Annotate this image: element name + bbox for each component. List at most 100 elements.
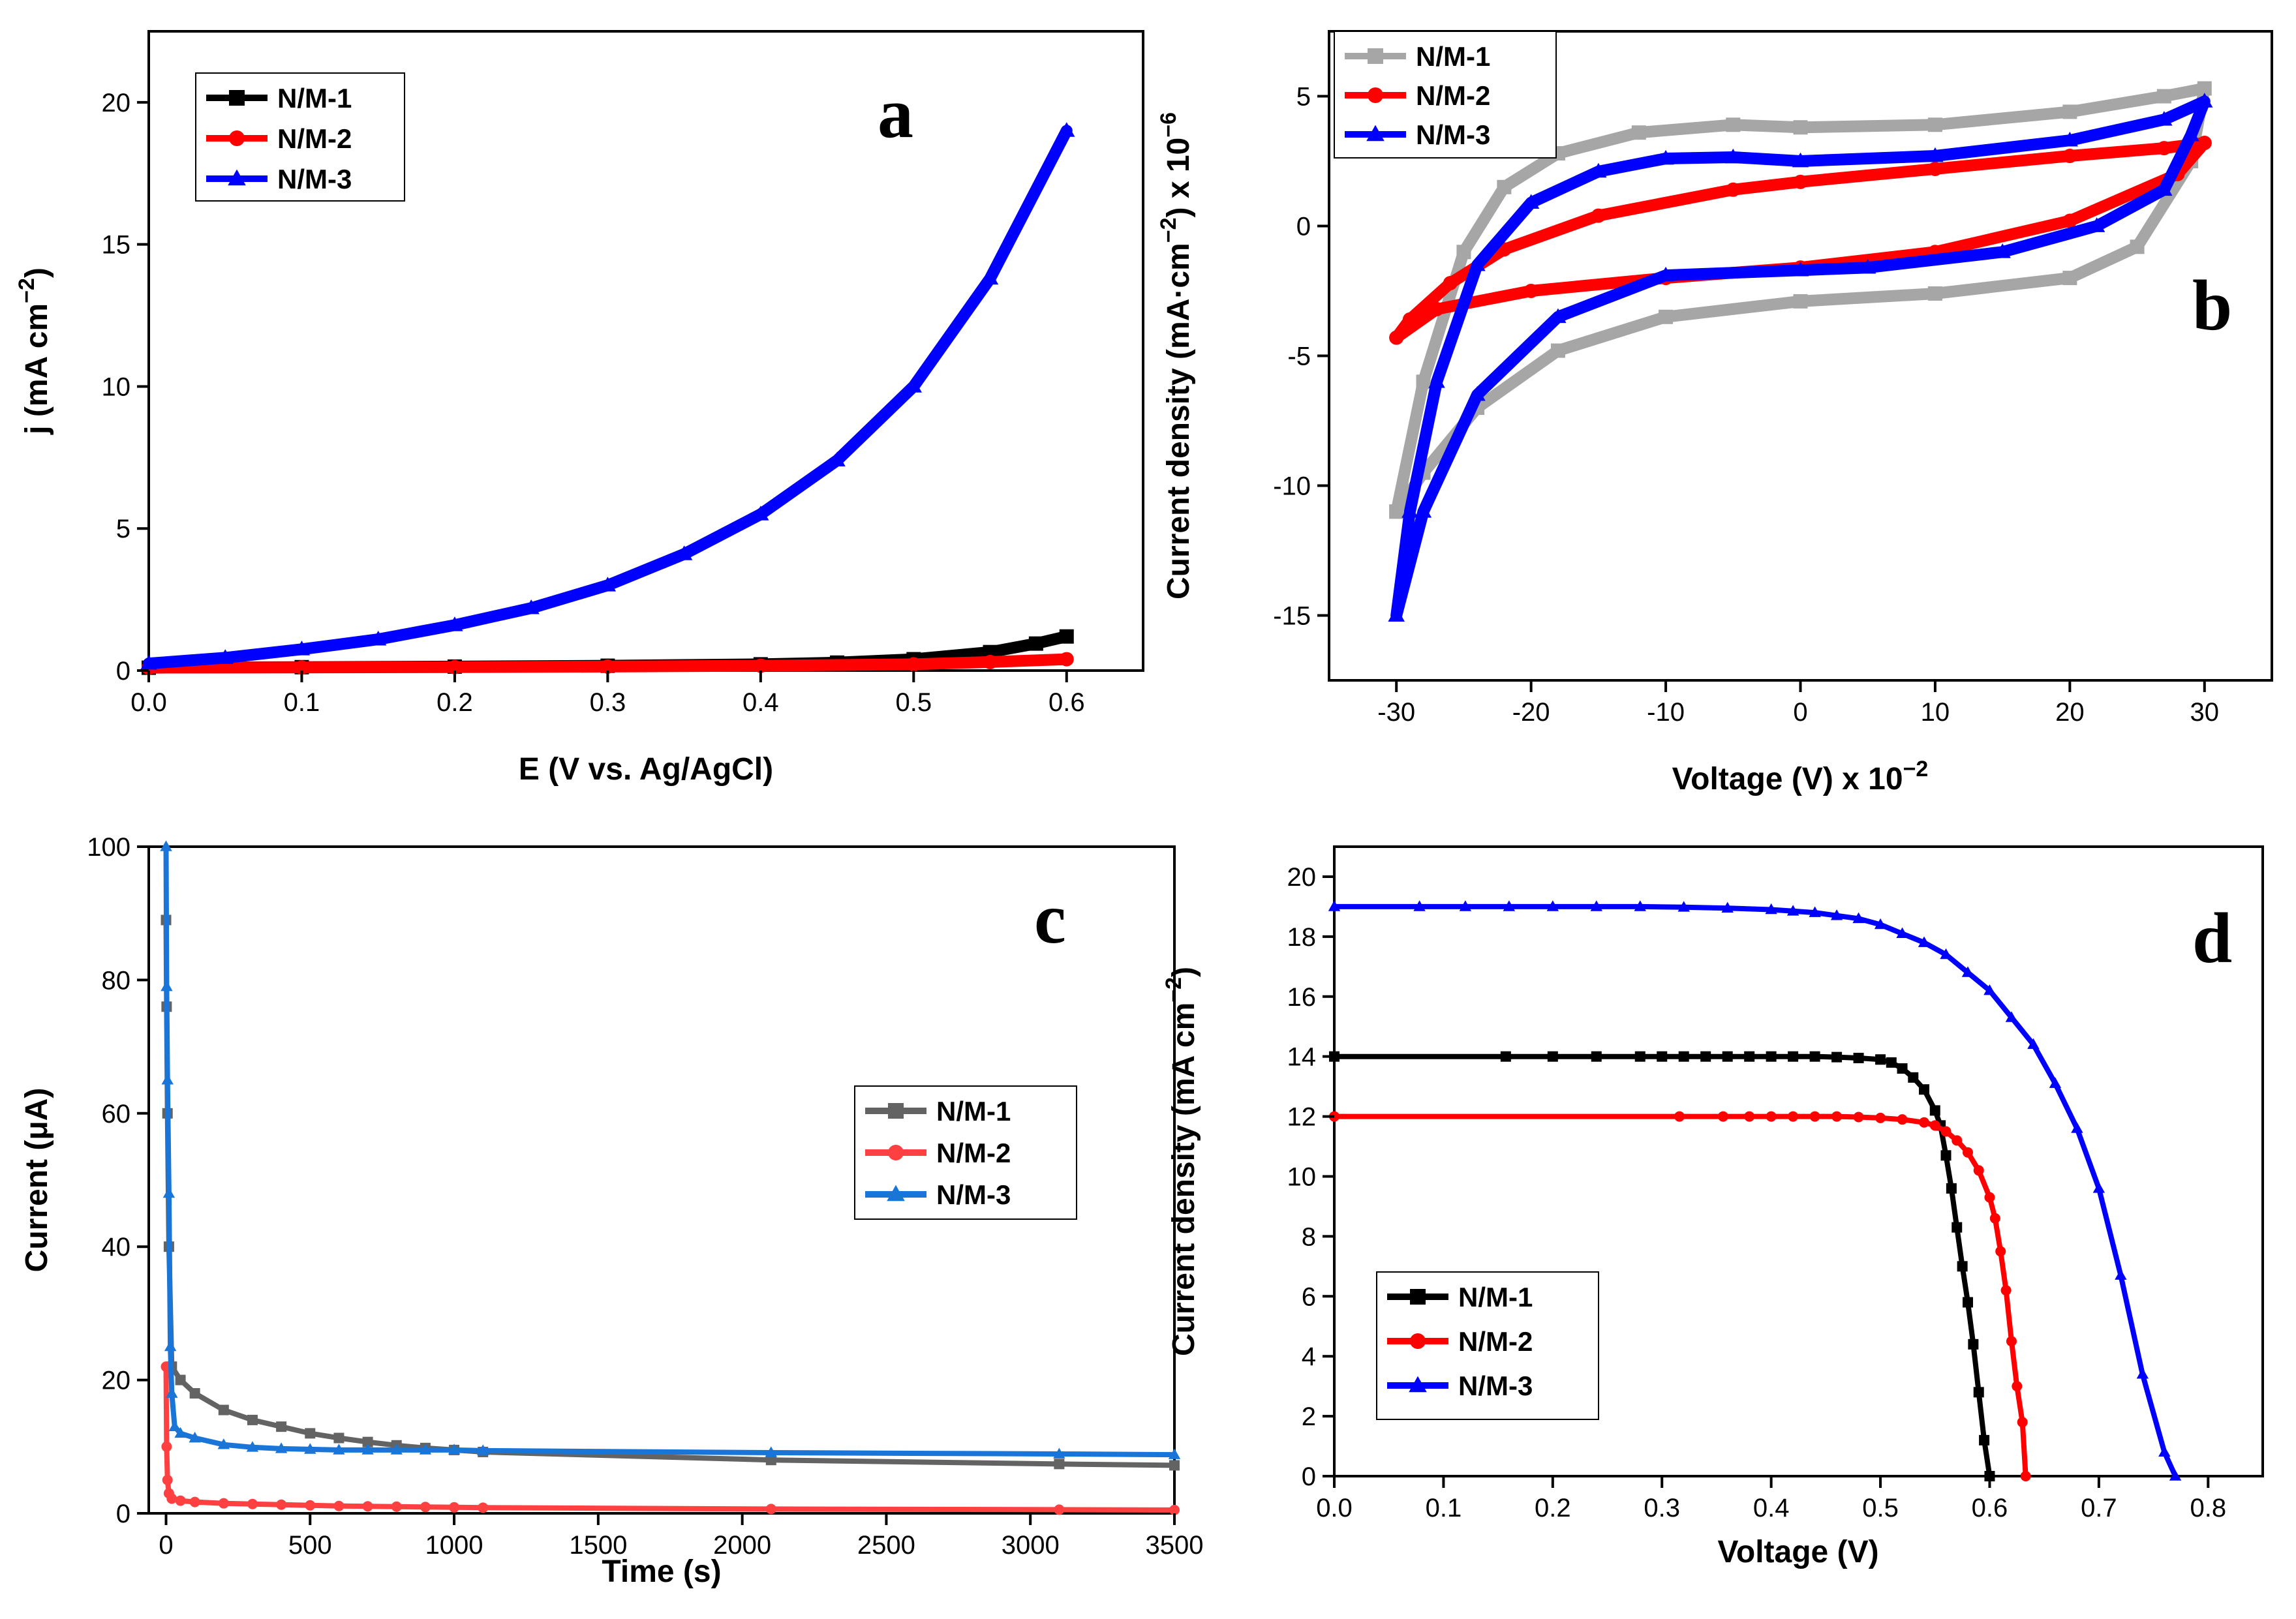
y-axis-label: j (mA cm−2)	[14, 267, 54, 435]
legend-label: N/M-3	[1458, 1370, 1533, 1401]
data-point	[1700, 1051, 1711, 1062]
x-tick-label: 0.4	[742, 688, 779, 717]
x-tick-label: 3000	[1002, 1531, 1060, 1560]
data-point	[447, 659, 462, 674]
data-point	[1919, 1084, 1930, 1095]
data-point	[1497, 179, 1512, 194]
data-point	[162, 1474, 173, 1485]
data-point	[362, 1501, 373, 1512]
x-tick-label: 0	[159, 1531, 173, 1560]
data-point	[2130, 239, 2145, 254]
y-tick-label: 10	[102, 372, 131, 401]
data-point	[1792, 152, 1809, 168]
series-n-m-3	[1328, 900, 2182, 1481]
x-tick-label: 3500	[1146, 1531, 1204, 1560]
data-point	[168, 1420, 181, 1431]
data-point	[333, 1432, 344, 1444]
data-point	[1853, 1112, 1864, 1123]
data-point	[1416, 374, 1431, 389]
legend-swatch-marker	[1368, 87, 1383, 103]
x-tick-label: 2000	[713, 1531, 771, 1560]
y-tick-label: 0	[1302, 1462, 1316, 1491]
data-point	[981, 269, 999, 285]
y-tick-label: 20	[102, 89, 131, 117]
data-point	[164, 1340, 177, 1352]
data-point	[1809, 1111, 1820, 1122]
data-point	[1634, 1051, 1645, 1062]
data-point	[1961, 966, 1974, 977]
data-point	[1591, 208, 1606, 223]
data-point	[1726, 182, 1741, 197]
data-point	[1522, 194, 1540, 209]
data-point	[275, 1442, 288, 1453]
legend-swatch-marker	[888, 1103, 904, 1119]
data-point	[1793, 174, 1808, 189]
data-point	[217, 1438, 230, 1449]
chart-panel-c: 0 500 1000 1500 2000 2500 3000 3500 0 20 40 60 80 100…	[20, 833, 1203, 1589]
y-tick-label: 2	[1302, 1402, 1316, 1431]
data-point	[1550, 308, 1567, 324]
data-point	[1428, 373, 1445, 388]
plot-frame	[1333, 845, 2264, 1477]
data-point	[1968, 1339, 1979, 1350]
x-tick-label: 0.6	[1049, 688, 1085, 717]
data-point	[1744, 1111, 1755, 1122]
data-point	[1717, 1111, 1728, 1122]
data-point	[1860, 258, 1876, 274]
series-n-m-3	[1388, 93, 2213, 622]
data-point	[1677, 901, 1690, 912]
data-point	[2062, 149, 2077, 164]
chart-panel-d: 0.0 0.1 0.2 0.3 0.4 0.5 0.6 0.7 0.8 0 2 4 6 8 10 12 14 16…	[1161, 845, 2264, 1569]
data-point	[1946, 1183, 1957, 1194]
data-point	[305, 1428, 316, 1439]
data-point	[1456, 245, 1471, 260]
data-point	[2012, 1381, 2023, 1392]
data-point	[1957, 1261, 1968, 1272]
x-axis-label: Voltage (V) x 10−2	[1672, 757, 1929, 796]
data-point	[1952, 1135, 1963, 1146]
x-tick-label: 500	[288, 1531, 332, 1560]
data-point	[477, 1444, 489, 1455]
x-tick-label: 0.8	[2190, 1494, 2226, 1522]
data-point	[174, 1427, 187, 1438]
data-point	[1994, 243, 2011, 258]
data-point	[765, 1446, 777, 1457]
data-point	[419, 1444, 432, 1455]
series-n-m-1	[1329, 1051, 1995, 1481]
data-point	[1979, 1434, 1990, 1445]
x-axis-label: Time (s)	[602, 1554, 721, 1589]
data-point	[2092, 1182, 2105, 1193]
y-axis-label: Current (μA)	[20, 1088, 54, 1273]
y-tick-label: 0	[1296, 213, 1311, 241]
data-point	[1058, 122, 1075, 137]
legend-swatch-marker	[229, 130, 245, 146]
legend-label: N/M-1	[277, 83, 352, 113]
data-point	[1389, 330, 1404, 345]
x-tick-label: 0.3	[1644, 1494, 1680, 1522]
data-point	[1054, 1504, 1065, 1515]
data-point	[1724, 148, 1741, 164]
data-point	[2071, 1122, 2083, 1133]
data-point	[1788, 1111, 1799, 1122]
y-tick-label: 20	[102, 1367, 131, 1395]
data-point	[361, 1444, 374, 1455]
data-point	[2061, 131, 2079, 147]
legend-swatch-marker	[1409, 1376, 1427, 1393]
y-tick-label: 20	[1287, 863, 1317, 892]
data-point	[390, 1444, 403, 1455]
data-point	[2156, 141, 2171, 156]
data-point	[1809, 906, 1821, 917]
data-point	[1852, 912, 1865, 924]
data-point	[1940, 1150, 1952, 1161]
data-point	[2020, 1471, 2031, 1481]
legend: N/M-1 N/M-2 N/M-3	[195, 72, 405, 202]
data-point	[166, 1493, 177, 1504]
data-point	[1500, 1051, 1511, 1062]
data-point	[599, 577, 617, 592]
y-tick-label: 40	[102, 1233, 131, 1262]
y-axis-label: Current density (mA cm−2)	[1161, 967, 1201, 1356]
data-point	[1726, 117, 1741, 132]
data-point	[1918, 936, 1931, 947]
y-tick-label: 12	[1287, 1103, 1317, 1132]
data-point	[1401, 503, 1418, 518]
